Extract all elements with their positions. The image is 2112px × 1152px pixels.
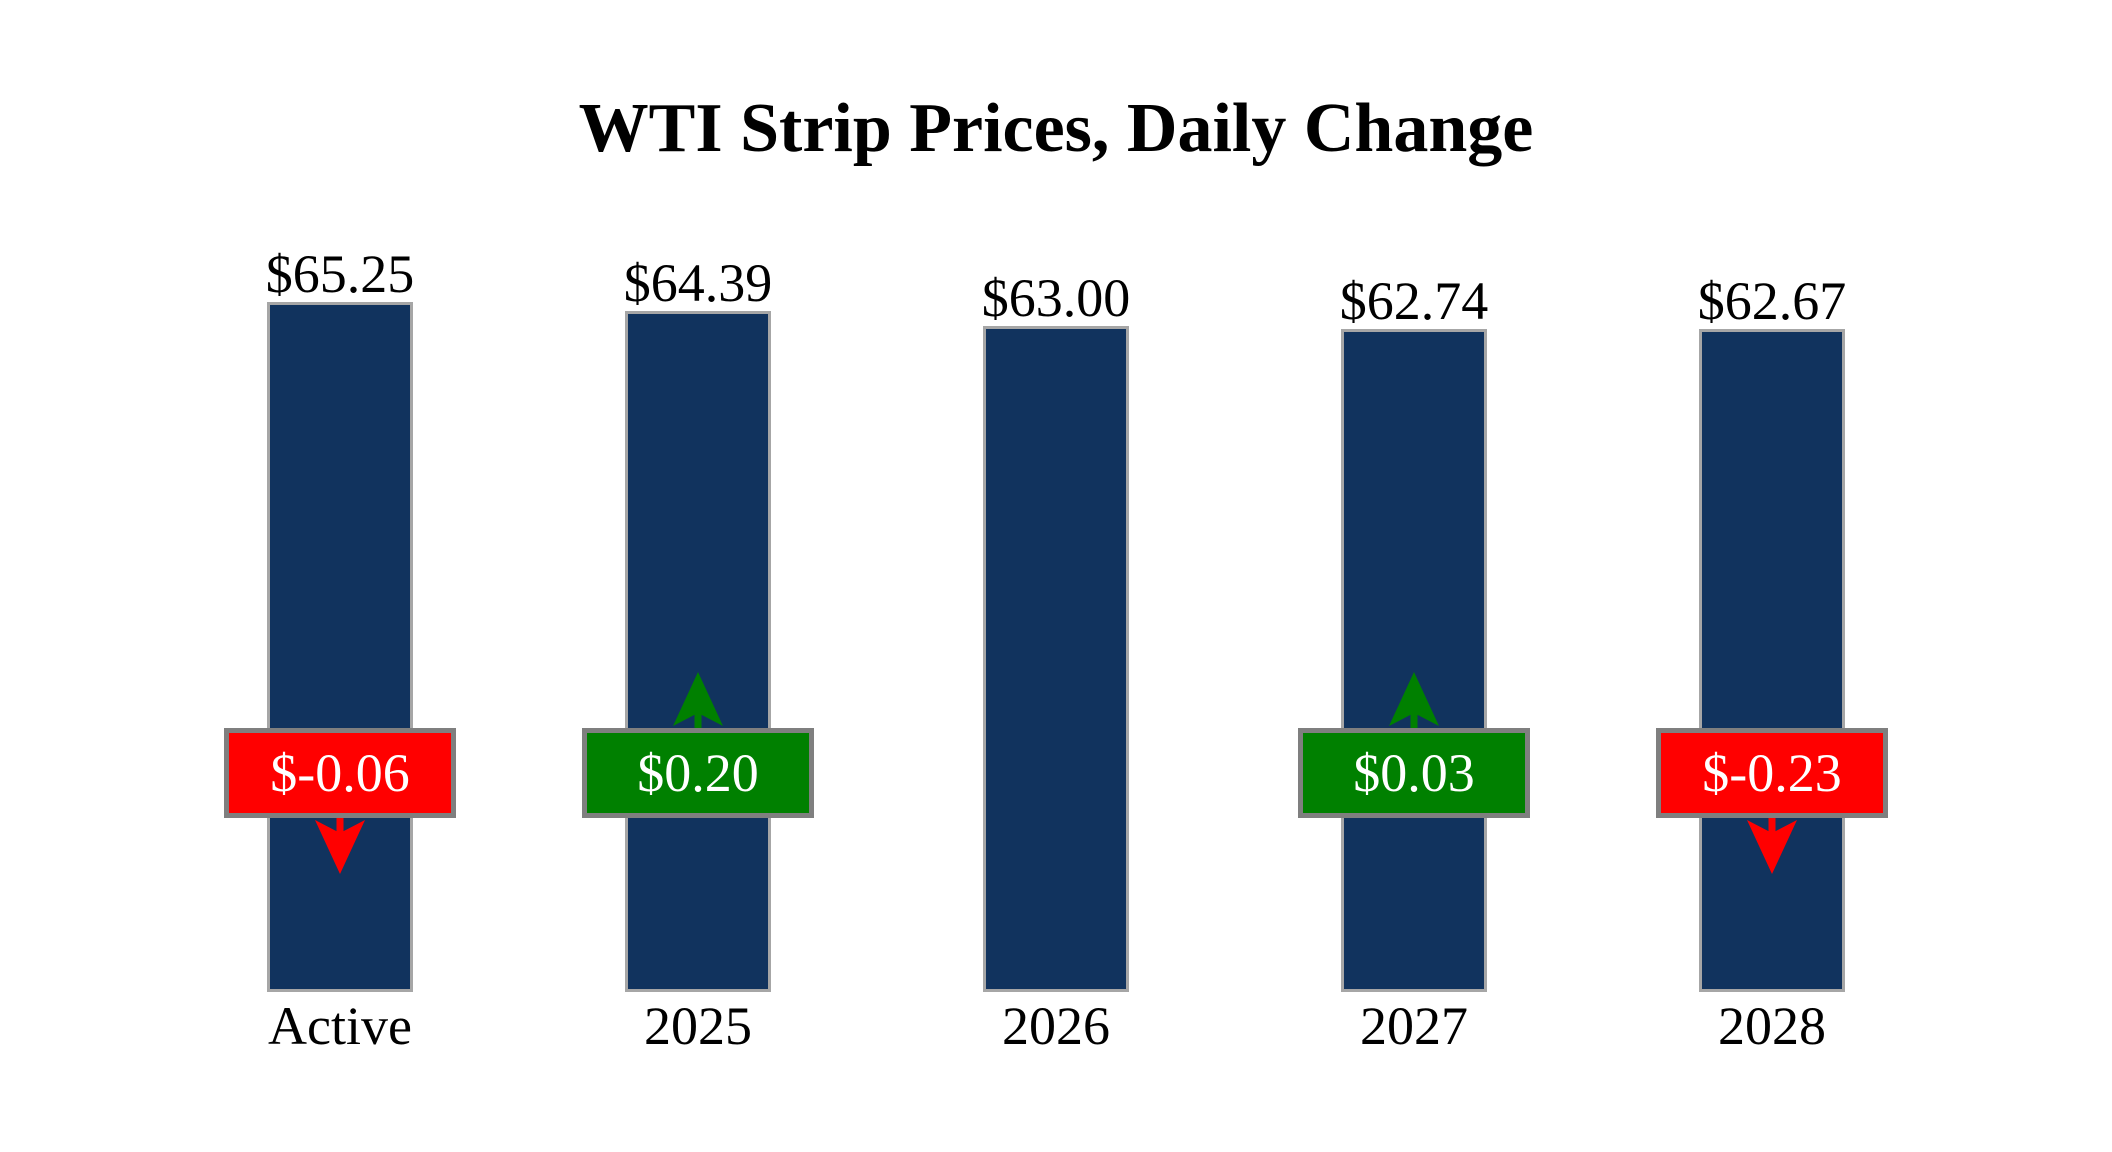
change-up-arrow-icon — [1389, 672, 1439, 730]
strip-price-bar — [983, 326, 1129, 992]
price-label: $62.74 — [1339, 271, 1489, 331]
bar-column: $62.74 $0.03 2027 — [1298, 0, 1530, 1152]
category-label: 2027 — [1360, 996, 1468, 1056]
price-label: $64.39 — [623, 253, 773, 313]
price-label: $62.67 — [1697, 271, 1847, 331]
change-up-arrow-icon — [673, 672, 723, 730]
category-label: 2026 — [1002, 996, 1110, 1056]
bar-column: $64.39 $0.20 2025 — [582, 0, 814, 1152]
bar-column: $65.25 $-0.06 Active — [224, 0, 456, 1152]
change-down-arrow-icon — [1747, 816, 1797, 874]
daily-change-badge: $0.03 — [1298, 728, 1530, 818]
price-label: $63.00 — [981, 268, 1131, 328]
daily-change-badge: $0.20 — [582, 728, 814, 818]
strip-price-bar — [1341, 329, 1487, 992]
category-label: 2028 — [1718, 996, 1826, 1056]
price-label: $65.25 — [265, 244, 415, 304]
daily-change-badge: $-0.06 — [224, 728, 456, 818]
daily-change-badge: $-0.23 — [1656, 728, 1888, 818]
strip-price-bar — [1699, 329, 1845, 992]
bar-column: $62.67 $-0.23 2028 — [1656, 0, 1888, 1152]
change-down-arrow-icon — [315, 816, 365, 874]
chart-title: WTI Strip Prices, Daily Change — [578, 90, 1534, 167]
strip-price-bar — [625, 311, 771, 992]
category-label: 2025 — [644, 996, 752, 1056]
bar-column: $63.00 2026 — [940, 0, 1172, 1152]
category-label: Active — [268, 996, 412, 1056]
strip-price-bar — [267, 302, 413, 992]
